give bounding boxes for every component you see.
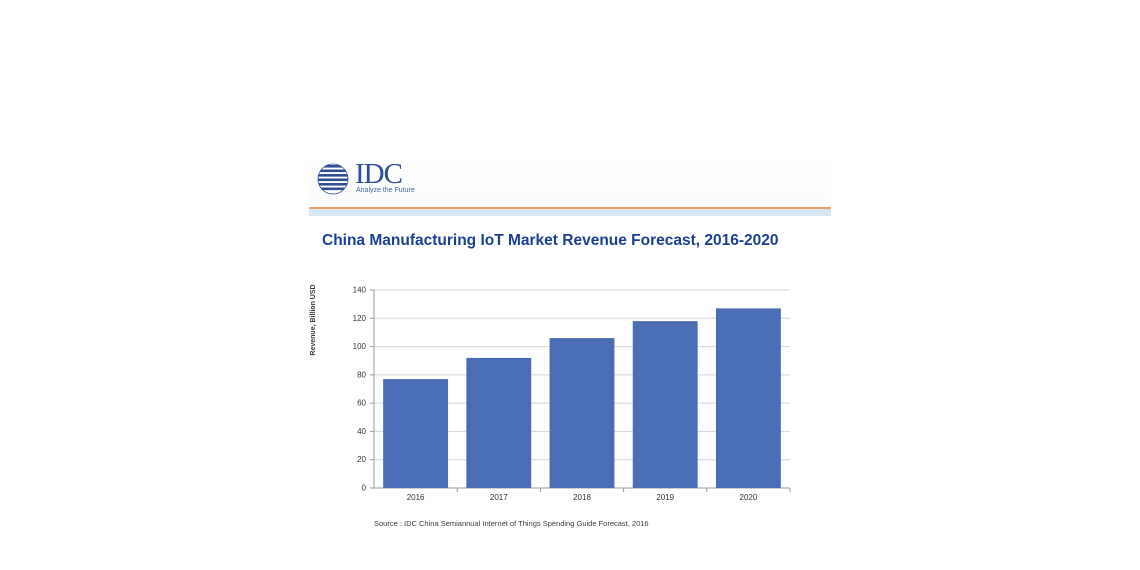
header-divider [309,207,831,209]
y-tick-label: 100 [353,342,367,351]
bar-2020 [715,308,781,488]
x-tick-label: 2020 [740,493,758,502]
y-tick-label: 120 [353,314,367,323]
source-note: Source : IDC China Semiannual Internet o… [374,519,649,528]
brand-tagline: Analyze the Future [356,187,415,194]
y-tick-label: 80 [357,370,366,379]
y-tick-label: 140 [353,286,367,295]
brand-name: IDC [355,158,403,190]
y-tick-label: 0 [362,484,367,493]
chart-title: China Manufacturing IoT Market Revenue F… [322,232,779,249]
x-tick-label: 2017 [490,493,508,502]
globe-stripes-icon [317,163,349,195]
x-tick-label: 2018 [573,493,591,502]
bar-2018 [549,338,615,488]
bar-2017 [466,357,532,488]
y-tick-label: 20 [357,455,366,464]
chart-card: IDC Analyze the Future China Manufacturi… [309,154,831,534]
header-band [309,209,831,216]
y-tick-label: 40 [357,427,366,436]
bar-chart: 0 20 40 60 80 100 120 140 2016 2017 2018 2019 2020 [353,286,791,502]
bar-2016 [383,379,449,488]
x-tick-label: 2016 [407,493,425,502]
bar-2019 [632,321,698,488]
y-tick-label: 60 [357,399,366,408]
x-tick-label: 2019 [656,493,674,502]
header: IDC Analyze the Future [309,154,831,206]
